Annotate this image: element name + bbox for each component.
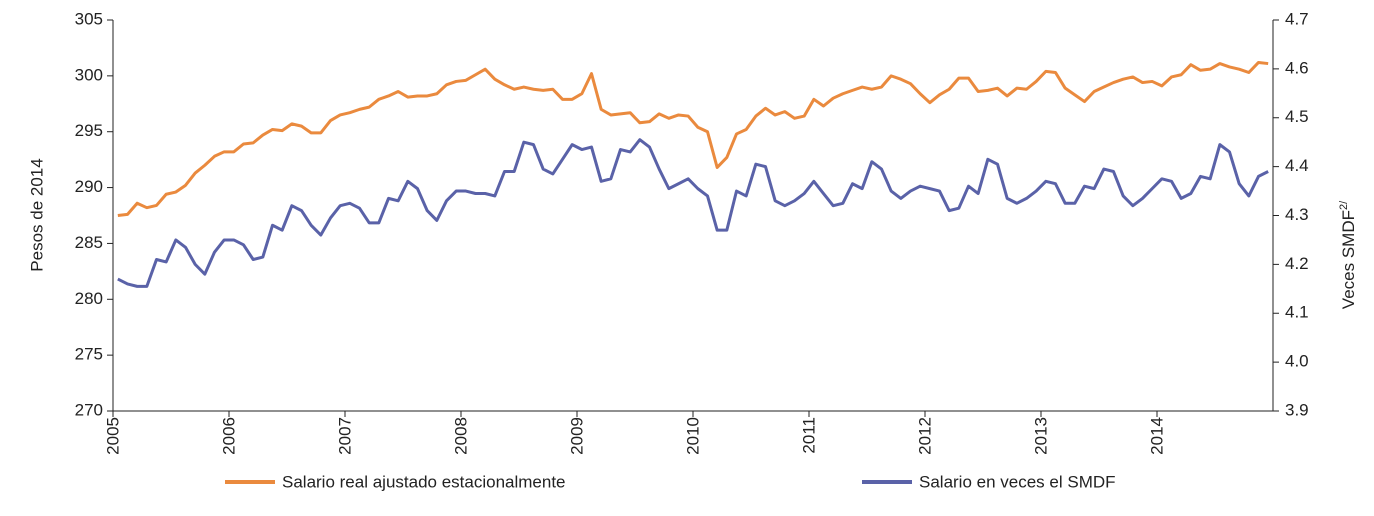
x-tick-label: 2008 xyxy=(451,417,470,455)
x-tick-label: 2005 xyxy=(103,417,122,455)
y-tick-label: 300 xyxy=(75,65,103,84)
y2-tick-label: 4.4 xyxy=(1285,156,1309,175)
y2-tick-label: 4.6 xyxy=(1285,58,1309,77)
y-tick-label: 275 xyxy=(75,345,103,364)
series-line xyxy=(117,60,1269,217)
y2-tick-label: 4.0 xyxy=(1285,352,1309,371)
legend-label: Salario real ajustado estacionalmente xyxy=(282,472,566,491)
y2-tick-label: 4.1 xyxy=(1285,303,1309,322)
y-tick-label: 305 xyxy=(75,9,103,28)
x-tick-label: 2009 xyxy=(567,417,586,455)
y2-tick-label: 4.2 xyxy=(1285,254,1309,273)
x-tick-label: 2006 xyxy=(219,417,238,455)
x-tick-label: 2011 xyxy=(799,417,818,454)
x-tick-label: 2007 xyxy=(335,417,354,455)
y-tick-label: 295 xyxy=(75,121,103,140)
y2-tick-label: 4.7 xyxy=(1285,9,1309,28)
y2-axis-label: Veces SMDF2/ xyxy=(1338,200,1359,309)
y-tick-label: 290 xyxy=(75,177,103,196)
y2-tick-label: 4.5 xyxy=(1285,107,1309,126)
y2-axis-label-superscript: 2/ xyxy=(1338,200,1350,210)
x-tick-label: 2014 xyxy=(1147,417,1166,455)
y2-tick-label: 3.9 xyxy=(1285,400,1309,419)
y-tick-label: 270 xyxy=(75,400,103,419)
legend-label: Salario en veces el SMDF xyxy=(919,472,1116,491)
y2-axis-label-text: Veces SMDF xyxy=(1339,210,1358,309)
y-tick-label: 285 xyxy=(75,233,103,252)
y-axis-label: Pesos de 2014 xyxy=(27,158,46,271)
x-tick-label: 2013 xyxy=(1031,417,1050,455)
x-tick-label: 2010 xyxy=(683,417,702,455)
x-tick-label: 2012 xyxy=(915,417,934,455)
y2-tick-label: 4.3 xyxy=(1285,205,1309,224)
y-tick-label: 280 xyxy=(75,289,103,308)
series-line xyxy=(117,138,1269,288)
